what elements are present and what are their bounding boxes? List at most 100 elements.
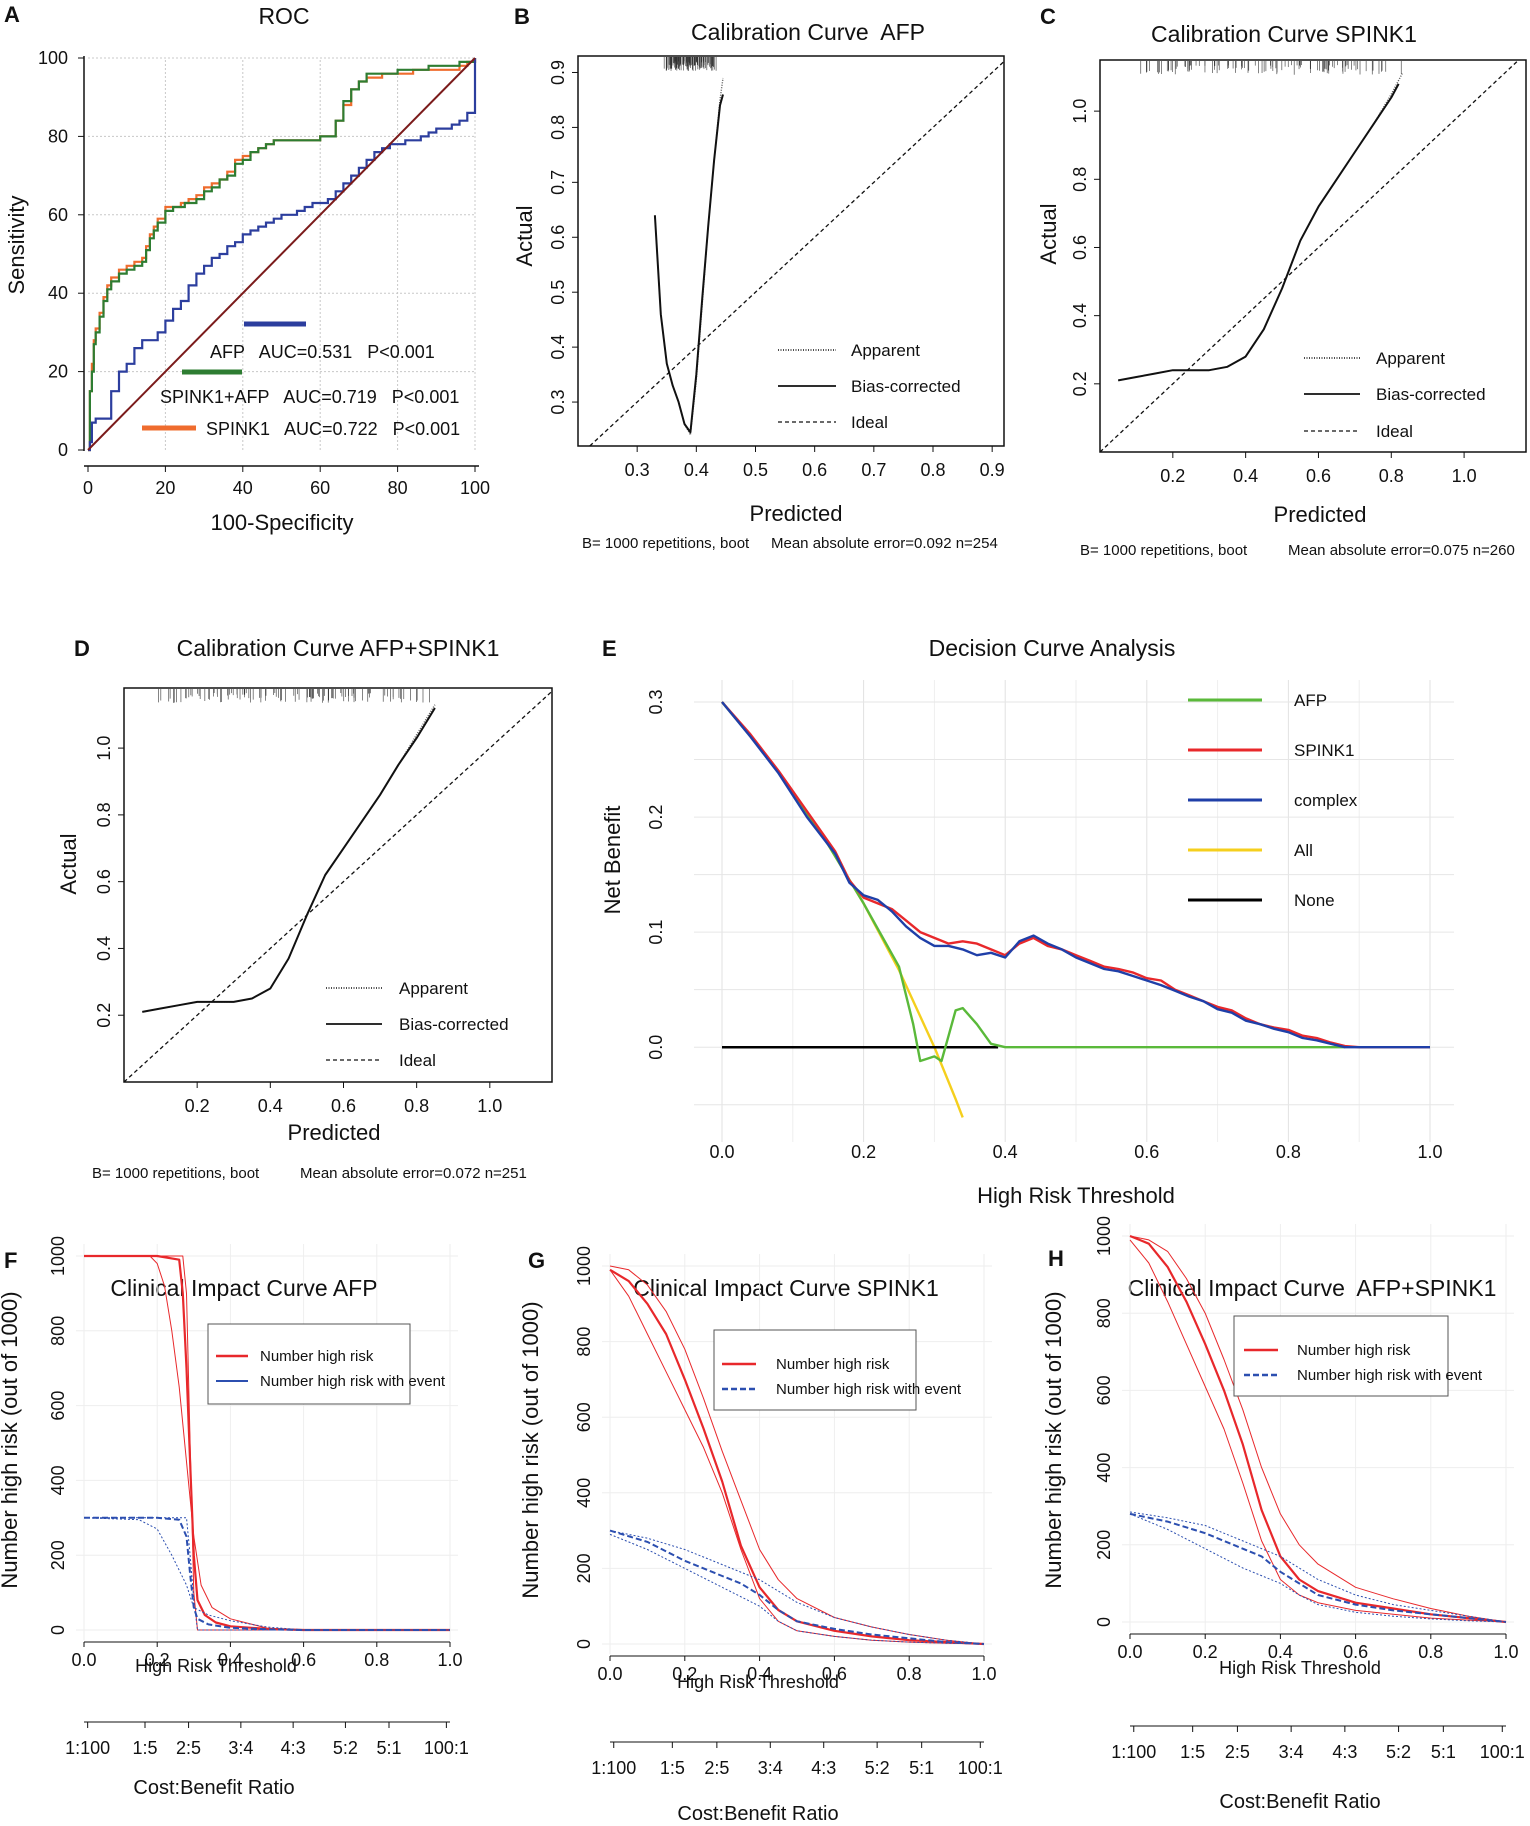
- panel-f-legend-box: [207, 1323, 411, 1405]
- cb-tick-label: 1:100: [65, 1738, 110, 1758]
- panel-f-ticks: 0.0 0.2 0.4 0.6 0.8 1.0 0 200 400 600 800 1000 1:100…: [48, 1236, 469, 1758]
- panel-c-footer-right: Mean absolute error=0.075 n=260: [1288, 542, 1515, 559]
- y-tick-label: 1.0: [1070, 99, 1090, 124]
- panel-f-grid: [76, 1244, 458, 1640]
- x-tick-label: 0.5: [743, 460, 768, 480]
- high-risk-ci-curve: [1129, 1235, 1507, 1623]
- roc-curve-afp: [88, 58, 477, 452]
- y-tick-label: 100: [38, 48, 68, 68]
- roc-curve-spink1-afp: [88, 58, 477, 452]
- panel-e-legend-complex: complex: [1294, 791, 1358, 810]
- x-tick-label: 0: [83, 478, 93, 498]
- panel-f-series: [83, 1254, 450, 1632]
- with-event-ci-curve: [1129, 1513, 1507, 1623]
- y-tick-label: 0.6: [548, 225, 568, 250]
- with-event-ci-curve: [609, 1530, 985, 1645]
- cb-tick-label: 2:5: [176, 1738, 201, 1758]
- panel-a-xlabel: 100-Specificity: [210, 510, 353, 535]
- x-tick-label: 0.4: [684, 460, 709, 480]
- y-tick-label: 200: [48, 1540, 68, 1570]
- y-tick-label: 0.9: [548, 60, 568, 85]
- x-tick-label: 0.0: [71, 1650, 96, 1670]
- panel-b-footer-left: B= 1000 repetitions, boot: [582, 535, 750, 552]
- y-tick-label: 0.3: [646, 689, 666, 714]
- panel-c: C Calibration Curve SPINK1 0.2 0.4 0.6 0.8 1…: [1036, 4, 1527, 559]
- dca-curve-complex: [721, 701, 1430, 1049]
- apparent-curve: [654, 77, 724, 436]
- panel-b-footer-right: Mean absolute error=0.092 n=254: [771, 535, 998, 552]
- panel-g-ylabel: Number high risk (out of 1000): [518, 1301, 543, 1598]
- x-tick-label: 0.8: [1276, 1142, 1301, 1162]
- x-tick-label: 1.0: [1493, 1642, 1518, 1662]
- high-risk-ci-curve: [609, 1269, 985, 1645]
- panel-c-legend-bias: Bias-corrected: [1376, 385, 1486, 404]
- panel-g-x2label: Cost:Benefit Ratio: [677, 1803, 838, 1825]
- x-tick-label: 0.6: [331, 1096, 356, 1116]
- panel-h-legend-box: [1233, 1315, 1449, 1397]
- x-tick-label: 1.0: [1417, 1142, 1442, 1162]
- panel-b-letter: B: [514, 4, 530, 29]
- panel-f-legend-high-risk: Number high risk: [260, 1348, 374, 1365]
- panel-c-ylabel: Actual: [1036, 203, 1061, 264]
- with-event-ci-curve: [609, 1533, 985, 1645]
- y-tick-label: 0.5: [548, 280, 568, 305]
- panel-g-legend-high-risk: Number high risk: [776, 1356, 890, 1373]
- cb-tick-label: 1:100: [591, 1758, 636, 1778]
- panel-g-legend-box: [713, 1329, 917, 1411]
- bias-corrected-curve: [653, 94, 724, 434]
- panel-c-title: Calibration Curve SPINK1: [1151, 21, 1417, 47]
- panel-e-legend-afp: AFP: [1294, 691, 1327, 710]
- panel-f-x2label: Cost:Benefit Ratio: [133, 1777, 294, 1799]
- panel-c-series: [1099, 59, 1520, 453]
- y-tick-label: 200: [574, 1553, 594, 1583]
- x-tick-label: 0.8: [897, 1664, 922, 1684]
- panel-e-legend: AFP SPINK1 complex All None: [1188, 691, 1358, 910]
- panel-h-series: [1129, 1234, 1507, 1624]
- panel-a-legend-spink1: SPINK1 AUC=0.722 P<0.001: [206, 419, 460, 439]
- panel-a-series: [87, 57, 477, 452]
- cb-tick-label: 2:5: [704, 1758, 729, 1778]
- panel-e-series: [721, 701, 1430, 1118]
- y-tick-label: 1.0: [94, 736, 114, 761]
- cb-tick-label: 4:3: [1332, 1742, 1357, 1762]
- x-tick-label: 0.4: [1233, 466, 1258, 486]
- x-tick-label: 100: [460, 478, 490, 498]
- panel-h: H Clinical Impact Curve AFP+SPINK1 0.0 0.…: [1041, 1216, 1525, 1813]
- cb-tick-label: 1:5: [660, 1758, 685, 1778]
- panel-a-letter: A: [4, 2, 20, 27]
- x-tick-label: 0.6: [291, 1650, 316, 1670]
- with-event-curve: [609, 1529, 985, 1645]
- cb-tick-label: 100:1: [1480, 1742, 1525, 1762]
- x-tick-label: 0.2: [851, 1142, 876, 1162]
- y-tick-label: 0.0: [646, 1035, 666, 1060]
- x-tick-label: 0.2: [672, 1664, 697, 1684]
- x-tick-label: 0.6: [822, 1664, 847, 1684]
- panel-f-ylabel: Number high risk (out of 1000): [0, 1291, 22, 1588]
- x-tick-label: 0.0: [1117, 1642, 1142, 1662]
- x-tick-label: 0.8: [920, 460, 945, 480]
- y-tick-label: 0.7: [548, 170, 568, 195]
- panel-d-ticks: 0.2 0.4 0.6 0.8 1.0 0.2 0.4 0.6 0.8 1.0: [94, 736, 502, 1116]
- panel-b-xlabel: Predicted: [750, 501, 843, 526]
- panel-d-footer-left: B= 1000 repetitions, boot: [92, 1165, 260, 1182]
- x-tick-label: 0.2: [185, 1096, 210, 1116]
- panel-c-ticks: 0.2 0.4 0.6 0.8 1.0 0.2 0.4 0.6 0.8 1.0: [1070, 99, 1477, 486]
- cb-tick-label: 4:3: [811, 1758, 836, 1778]
- panel-h-title: Clinical Impact Curve AFP+SPINK1: [1128, 1275, 1497, 1301]
- y-tick-label: 0: [1094, 1617, 1114, 1627]
- y-tick-label: 0.8: [1070, 167, 1090, 192]
- y-tick-label: 20: [48, 362, 68, 382]
- panel-d-legend-apparent: Apparent: [399, 979, 468, 998]
- panel-h-xlabel: High Risk Threshold: [1219, 1658, 1381, 1678]
- y-tick-label: 400: [574, 1478, 594, 1508]
- panel-c-footer-left: B= 1000 repetitions, boot: [1080, 542, 1248, 559]
- panel-h-ticks: 0.0 0.2 0.4 0.6 0.8 1.0 0 200 400 600 800 1000 1:100…: [1094, 1216, 1525, 1762]
- panel-c-xlabel: Predicted: [1274, 502, 1367, 527]
- cb-tick-label: 5:2: [1386, 1742, 1411, 1762]
- y-tick-label: 0: [48, 1625, 68, 1635]
- panel-d-footer-right: Mean absolute error=0.072 n=251: [300, 1165, 527, 1182]
- y-tick-label: 0.6: [94, 869, 114, 894]
- y-tick-label: 0.8: [548, 115, 568, 140]
- x-tick-label: 20: [155, 478, 175, 498]
- bias-corrected-curve: [1118, 83, 1400, 382]
